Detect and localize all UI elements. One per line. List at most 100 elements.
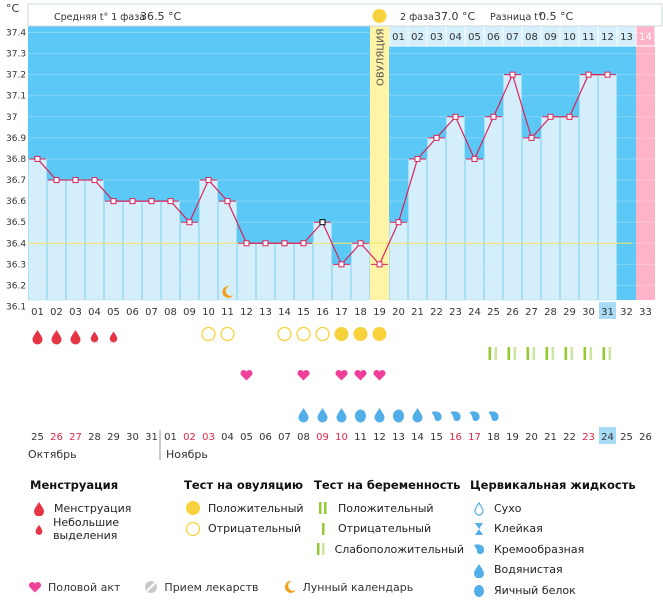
legend-moon-label: Лунный календарь bbox=[302, 580, 414, 594]
temp-bar bbox=[351, 242, 370, 301]
cycle-day-label: 01 bbox=[31, 307, 44, 318]
pregnancy-negative-icon bbox=[314, 521, 332, 537]
temp-bar bbox=[104, 200, 123, 301]
pregnancy-weak-icon bbox=[314, 541, 329, 557]
phase2-value: 37.0 °C bbox=[434, 10, 475, 23]
temp-point bbox=[319, 219, 326, 226]
cervical-creamy-icon bbox=[431, 411, 442, 421]
ovulation-test-positive-icon bbox=[353, 327, 368, 341]
temp-bar bbox=[522, 137, 541, 301]
cycle-day-label: 24 bbox=[468, 307, 481, 318]
menstruation-drop-icon bbox=[70, 330, 81, 345]
ovulation-test-negative-icon bbox=[296, 326, 311, 342]
phase2-day-label: 13 bbox=[620, 32, 633, 43]
legend-cervical-eggwhite-label: Яичный белок bbox=[494, 583, 576, 597]
pregnancy-test-weak-icon bbox=[564, 347, 568, 360]
calendar-date-label: 06 bbox=[259, 432, 272, 443]
pregnancy-positive-icon bbox=[314, 500, 332, 516]
ovulation-positive-icon bbox=[184, 500, 202, 516]
intercourse-heart-icon bbox=[335, 369, 348, 381]
temp-point bbox=[224, 198, 231, 205]
cycle-day-label: 07 bbox=[145, 307, 158, 318]
cervical-watery-icon bbox=[412, 408, 423, 423]
calendar-date-label: 10 bbox=[335, 432, 348, 443]
ovulation-test-positive-icon bbox=[334, 327, 349, 341]
phase1-label: Средняя t° 1 фаза bbox=[54, 12, 145, 23]
temp-point bbox=[376, 261, 383, 268]
cervical-watery-icon bbox=[317, 408, 328, 423]
phase1-value: 36.5 °C bbox=[140, 10, 181, 23]
temp-bar bbox=[313, 221, 332, 301]
legend-pregnancy-positive-label: Положительный bbox=[338, 501, 434, 515]
drop-large-icon bbox=[30, 500, 48, 517]
phase2-day-label: 02 bbox=[411, 32, 424, 43]
temp-bar bbox=[237, 242, 256, 301]
cycle-day-label: 16 bbox=[316, 307, 329, 318]
temp-point bbox=[338, 261, 345, 268]
legend-cervical-dry-item: Сухо bbox=[470, 498, 650, 519]
y-tick-label: 37 bbox=[6, 113, 17, 123]
cycle-day-label: 23 bbox=[449, 307, 462, 318]
temp-bar bbox=[85, 179, 104, 301]
calendar-date-label: 08 bbox=[297, 432, 310, 443]
phase2-day-label: 14 bbox=[639, 32, 652, 43]
cycle-day-label: 25 bbox=[487, 307, 500, 318]
legend-cervical-creamy-label: Кремообразная bbox=[494, 542, 585, 556]
cervical-creamy-icon bbox=[450, 411, 461, 421]
cycle-day-label: 10 bbox=[202, 307, 215, 318]
phase2-day-label: 12 bbox=[601, 32, 614, 43]
intercourse-heart-icon bbox=[297, 369, 310, 381]
calendar-date-label: 05 bbox=[240, 432, 253, 443]
temp-point bbox=[547, 113, 554, 120]
cycle-day-label: 08 bbox=[164, 307, 177, 318]
temp-bar bbox=[199, 179, 218, 301]
menstruation-drop-icon bbox=[51, 330, 62, 345]
cervical-creamy-icon bbox=[488, 411, 499, 421]
calendar-date-label: 24 bbox=[601, 432, 614, 443]
calendar-date-label: 19 bbox=[506, 432, 519, 443]
calendar-date-label: 13 bbox=[392, 432, 405, 443]
calendar-date-label: 30 bbox=[126, 432, 139, 443]
calendar-date-label: 22 bbox=[563, 432, 576, 443]
y-tick-label: 36.1 bbox=[6, 303, 26, 313]
phase-header bbox=[27, 3, 663, 27]
moon-icon bbox=[283, 580, 297, 594]
y-tick-label: 36.8 bbox=[6, 155, 26, 165]
calendar-date-label: 04 bbox=[221, 432, 234, 443]
cycle-day-label: 32 bbox=[620, 307, 633, 318]
cycle-day-label: 15 bbox=[297, 307, 310, 318]
temp-point bbox=[566, 113, 573, 120]
legend-ovulation-negative-item: Отрицательный bbox=[184, 519, 314, 540]
temp-point bbox=[129, 198, 136, 205]
temp-point bbox=[243, 240, 250, 247]
pregnancy-test-weak-icon bbox=[526, 347, 530, 360]
temp-bar bbox=[142, 200, 161, 301]
temp-point bbox=[53, 177, 60, 184]
temp-point bbox=[300, 240, 307, 247]
legend-cervical-watery-label: Водянистая bbox=[494, 563, 563, 577]
legend-spotting-label: Небольшие выделения bbox=[53, 515, 120, 542]
temp-bar bbox=[66, 179, 85, 301]
y-tick-label: 36.4 bbox=[6, 239, 26, 249]
temp-bar bbox=[161, 200, 180, 301]
legend-cervical-sticky-item: Клейкая bbox=[470, 519, 650, 540]
cycle-day-label: 03 bbox=[69, 307, 82, 318]
temp-bar bbox=[332, 264, 351, 301]
cervical-sticky-icon bbox=[470, 521, 488, 537]
pregnancy-test-weak-icon bbox=[507, 347, 511, 360]
temp-bar bbox=[427, 137, 446, 301]
phase2-day-label: 05 bbox=[468, 32, 481, 43]
cervical-watery-icon bbox=[374, 408, 385, 423]
calendar-date-label: 21 bbox=[544, 432, 557, 443]
legend-bottom-row: Половой акт Прием лекарств Лунный календ… bbox=[28, 580, 437, 594]
cervical-watery-icon bbox=[298, 408, 309, 423]
calendar-date-label: 18 bbox=[487, 432, 500, 443]
temp-bar bbox=[465, 158, 484, 301]
cycle-day-label: 09 bbox=[183, 307, 196, 318]
menstruation-drop-icon bbox=[109, 331, 118, 343]
legend-ovulation-test-title: Тест на овуляцию bbox=[184, 478, 304, 492]
cycle-day-label: 14 bbox=[278, 307, 291, 318]
cycle-day-label: 18 bbox=[354, 307, 367, 318]
drop-small-icon bbox=[30, 521, 47, 537]
cycle-day-label: 06 bbox=[126, 307, 139, 318]
